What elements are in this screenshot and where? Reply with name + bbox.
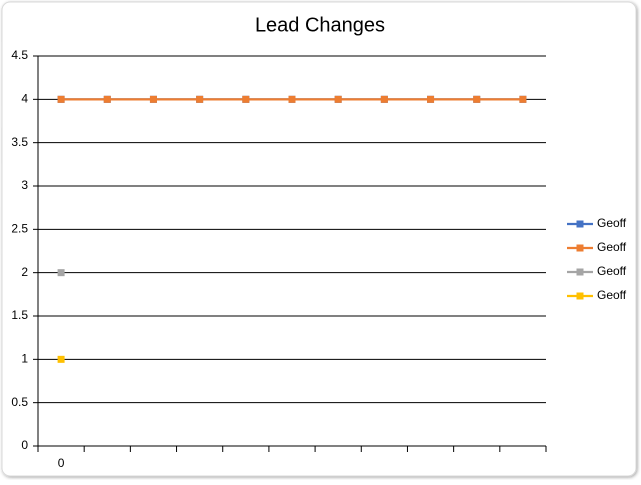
point-marker xyxy=(334,95,342,103)
y-tick-label: 2 xyxy=(21,265,28,279)
y-tick-label: 1.5 xyxy=(11,308,28,322)
legend-marker xyxy=(576,220,584,228)
point-marker xyxy=(519,95,527,103)
legend-label: Geoff xyxy=(597,240,627,254)
point-marker xyxy=(57,269,65,277)
point-marker xyxy=(427,95,435,103)
chart-title: Lead Changes xyxy=(255,14,385,36)
y-tick-label: 4.5 xyxy=(11,48,28,62)
legend-marker xyxy=(576,244,584,252)
point-marker xyxy=(103,95,111,103)
legend-label: Geoff xyxy=(597,216,627,230)
legend-marker xyxy=(576,268,584,276)
point-marker xyxy=(380,95,388,103)
point-marker xyxy=(242,95,250,103)
point-marker xyxy=(288,95,296,103)
legend-label: Geoff xyxy=(597,288,627,302)
y-tick-label: 2.5 xyxy=(11,222,28,236)
point-marker xyxy=(149,95,157,103)
y-tick-label: 4 xyxy=(21,92,28,106)
point-marker xyxy=(57,95,65,103)
point-marker xyxy=(473,95,481,103)
legend-marker xyxy=(576,292,584,300)
chart-frame xyxy=(1,1,637,477)
y-tick-label: 1 xyxy=(21,352,28,366)
y-tick-label: 0.5 xyxy=(11,395,28,409)
point-marker xyxy=(57,355,65,363)
y-tick-label: 3.5 xyxy=(11,135,28,149)
point-marker xyxy=(196,95,204,103)
legend-label: Geoff xyxy=(597,264,627,278)
y-tick-label: 0 xyxy=(21,438,28,452)
y-tick-label: 3 xyxy=(21,178,28,192)
x-tick-label: 0 xyxy=(58,456,65,470)
